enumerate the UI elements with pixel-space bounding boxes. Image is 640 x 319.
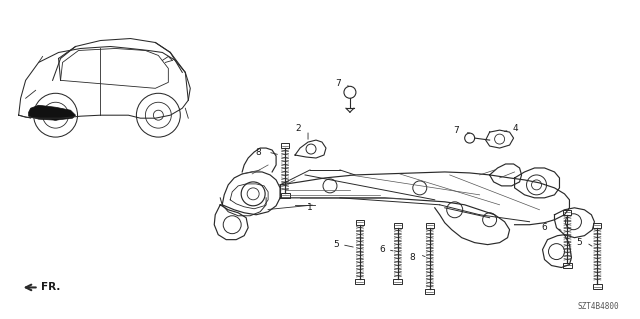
- Text: 1: 1: [307, 203, 313, 212]
- Bar: [394, 223, 402, 228]
- Bar: [356, 220, 364, 225]
- Text: 5: 5: [577, 238, 582, 247]
- Bar: [394, 279, 403, 285]
- Bar: [355, 279, 364, 285]
- Bar: [563, 263, 572, 268]
- Text: 5: 5: [333, 240, 339, 249]
- Text: 6: 6: [379, 245, 385, 254]
- Bar: [280, 193, 289, 198]
- Text: 6: 6: [541, 223, 547, 232]
- Text: 4: 4: [513, 124, 518, 133]
- Text: 7: 7: [453, 126, 459, 135]
- Text: 2: 2: [295, 124, 301, 133]
- Text: FR.: FR.: [40, 282, 60, 293]
- Bar: [563, 210, 572, 215]
- Bar: [426, 223, 434, 228]
- Bar: [425, 289, 435, 294]
- Bar: [593, 285, 602, 289]
- Bar: [281, 143, 289, 148]
- Polygon shape: [29, 105, 76, 120]
- Text: SZT4B4800: SZT4B4800: [578, 302, 620, 311]
- Bar: [593, 223, 602, 228]
- Text: 7: 7: [335, 79, 341, 88]
- Text: 8: 8: [255, 147, 261, 157]
- Text: 8: 8: [409, 253, 415, 262]
